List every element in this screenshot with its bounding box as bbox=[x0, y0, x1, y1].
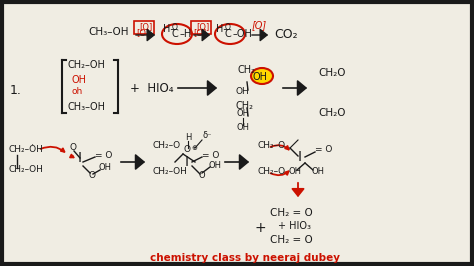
Text: δ⁻: δ⁻ bbox=[203, 131, 212, 140]
Text: O: O bbox=[199, 171, 206, 180]
Text: CH₂–OH: CH₂–OH bbox=[153, 168, 188, 177]
Text: CH₂: CH₂ bbox=[236, 101, 254, 111]
Text: O: O bbox=[172, 23, 178, 31]
Text: OH: OH bbox=[99, 164, 112, 172]
Text: H–: H– bbox=[216, 24, 228, 34]
Text: O: O bbox=[70, 143, 77, 152]
Text: CH₃–OH: CH₃–OH bbox=[68, 102, 106, 112]
Text: O: O bbox=[184, 146, 191, 155]
Text: oh: oh bbox=[72, 88, 83, 97]
Text: +  HIO₄: + HIO₄ bbox=[130, 81, 173, 94]
Text: H–: H– bbox=[163, 24, 175, 34]
Text: OH: OH bbox=[253, 72, 268, 82]
Text: OH: OH bbox=[209, 160, 222, 169]
Text: CH₂–OH: CH₂–OH bbox=[8, 165, 43, 174]
Text: OH: OH bbox=[72, 75, 87, 85]
Text: OH: OH bbox=[237, 123, 250, 131]
Text: ⊕: ⊕ bbox=[191, 145, 197, 151]
Ellipse shape bbox=[251, 68, 273, 84]
Text: CH₂–OH: CH₂–OH bbox=[68, 60, 106, 70]
Text: O: O bbox=[225, 23, 231, 31]
Text: +: + bbox=[255, 221, 266, 235]
Text: CH₂: CH₂ bbox=[238, 65, 256, 75]
Text: CH₂–O: CH₂–O bbox=[258, 168, 286, 177]
Text: [O]: [O] bbox=[139, 23, 152, 31]
Text: chemistry class by neeraj dubey: chemistry class by neeraj dubey bbox=[150, 253, 340, 263]
Text: CH₂–O: CH₂–O bbox=[258, 140, 286, 149]
Text: OH: OH bbox=[312, 168, 325, 177]
FancyArrowPatch shape bbox=[271, 171, 289, 175]
Text: [O]: [O] bbox=[196, 23, 209, 31]
Text: I: I bbox=[78, 151, 82, 165]
Text: I: I bbox=[185, 155, 189, 169]
FancyArrowPatch shape bbox=[41, 147, 64, 152]
FancyArrowPatch shape bbox=[70, 155, 73, 157]
Text: = O: = O bbox=[95, 151, 112, 160]
Text: CO₂: CO₂ bbox=[274, 27, 298, 40]
Text: + HIO₃: + HIO₃ bbox=[278, 221, 311, 231]
Text: O: O bbox=[89, 171, 96, 180]
Text: H: H bbox=[185, 134, 191, 143]
Text: = O: = O bbox=[202, 151, 219, 160]
Text: OH: OH bbox=[289, 168, 302, 177]
FancyArrowPatch shape bbox=[271, 145, 289, 149]
Text: OH: OH bbox=[236, 88, 250, 97]
Text: [O]: [O] bbox=[136, 28, 149, 38]
Text: CH₃–OH: CH₃–OH bbox=[88, 27, 128, 37]
Text: OH: OH bbox=[237, 110, 250, 118]
Text: C: C bbox=[172, 29, 179, 39]
Text: CH₂O: CH₂O bbox=[318, 108, 346, 118]
Text: 1.: 1. bbox=[10, 84, 22, 97]
Text: I: I bbox=[298, 150, 302, 164]
Text: CH₂ = O: CH₂ = O bbox=[270, 208, 313, 218]
Text: CH₂O: CH₂O bbox=[318, 68, 346, 78]
Text: CH₂ = O: CH₂ = O bbox=[270, 235, 313, 245]
Text: [O]: [O] bbox=[193, 28, 206, 38]
Text: = O: = O bbox=[315, 146, 332, 155]
Text: [O]: [O] bbox=[252, 20, 267, 30]
Text: –OH: –OH bbox=[233, 29, 253, 39]
Text: CH₂–ȮH: CH₂–ȮH bbox=[8, 146, 43, 155]
Text: CH₂–O: CH₂–O bbox=[153, 140, 181, 149]
Text: C: C bbox=[225, 29, 232, 39]
Text: –H: –H bbox=[180, 29, 192, 39]
